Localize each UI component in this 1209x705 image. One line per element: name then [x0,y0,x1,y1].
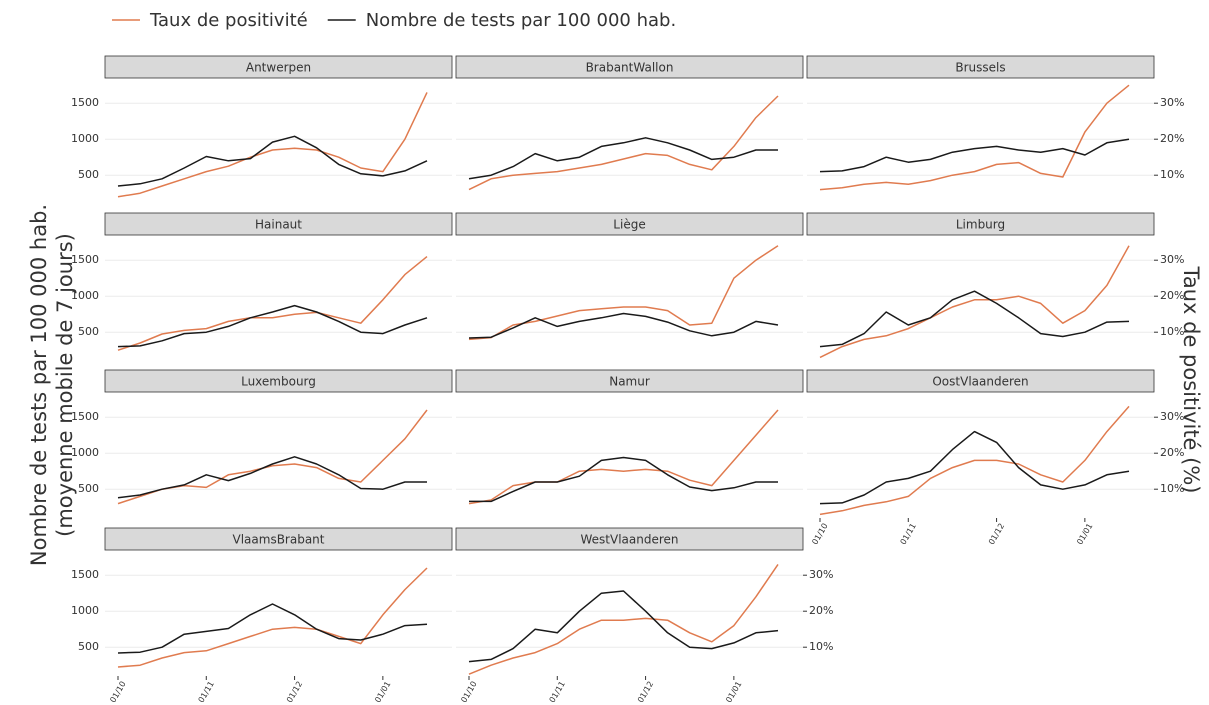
line-series [819,430,1130,505]
y-tick-label: 1500 [71,568,99,581]
x-tick-label: 01/12 [636,680,655,704]
y-axis-title: (moyenne mobile de 7 jours) [53,233,77,537]
line-series [117,456,427,499]
line-series [468,95,779,191]
strip [455,369,804,393]
strip-title: Liège [613,218,645,232]
y2-tick-label: 20% [1160,132,1184,145]
x-tick-label: 01/10 [108,680,127,704]
y2-tick-label: 20% [1160,289,1184,302]
y-tick-label: 1500 [71,410,99,423]
y-tick-label: 500 [78,168,99,181]
y-tick-label: 500 [78,482,99,495]
line-series [117,256,428,351]
y-axis-title: Nombre de tests par 100 000 hab. [27,204,51,566]
x-tick-label: 01/01 [724,680,743,704]
line-series [468,409,779,505]
strip [806,212,1155,236]
legend-label: Nombre de tests par 100 000 hab. [366,10,676,31]
line-series [117,603,428,654]
line-series [819,245,1130,359]
x-tick-label: 01/01 [1075,522,1094,546]
line-series [468,590,779,663]
strip [104,212,453,236]
strip-title: Hainaut [255,218,302,232]
strip [455,527,804,551]
y-tick-label: 1000 [71,446,99,459]
x-tick-label: 01/11 [197,680,216,704]
y2-tick-label: 30% [1160,96,1184,109]
line-series [117,135,428,187]
line-series [117,304,428,348]
strip [455,55,804,79]
y-tick-label: 1500 [71,96,99,109]
strip [104,55,453,79]
y2-tick-label: 10% [809,640,833,653]
x-tick-label: 01/11 [899,522,918,546]
x-tick-label: 01/01 [373,680,392,704]
y-tick-label: 500 [78,325,99,338]
y-tick-label: 500 [78,640,99,653]
y2-tick-label: 10% [1160,168,1184,181]
strip-title: BrabantWallon [586,61,674,75]
line-series [819,84,1130,191]
line-series [819,405,1130,516]
y2-axis-title: Taux de positivité (%) [1179,265,1203,493]
strip [104,527,453,551]
line-series [468,563,779,675]
y2-tick-label: 10% [1160,325,1184,338]
strip-title: WestVlaanderen [580,533,678,547]
strip-title: Limburg [956,218,1005,232]
x-tick-label: 01/12 [987,522,1006,546]
x-tick-label: 01/10 [810,522,829,546]
strip-title: VlaamsBrabant [233,533,325,547]
y-tick-label: 1500 [71,253,99,266]
x-tick-label: 01/12 [285,680,304,704]
y2-tick-label: 30% [1160,410,1184,423]
y2-tick-label: 10% [1160,482,1184,495]
y-tick-label: 1000 [71,604,99,617]
y2-tick-label: 20% [809,604,833,617]
y2-tick-label: 30% [1160,253,1184,266]
legend-label: Taux de positivité [149,10,308,31]
strip-title: Luxembourg [241,375,316,389]
strip-title: Namur [609,375,650,389]
strip [104,369,453,393]
line-series [117,567,428,668]
y2-tick-label: 20% [1160,446,1184,459]
line-series [469,456,778,503]
y2-tick-label: 30% [809,568,833,581]
x-tick-label: 01/11 [548,680,567,704]
y-tick-label: 1000 [71,132,99,145]
line-series [468,312,779,339]
strip [806,369,1155,393]
line-series [819,290,1130,348]
strip [806,55,1155,79]
y-tick-label: 1000 [71,289,99,302]
line-series [117,92,428,198]
x-tick-label: 01/10 [459,680,478,704]
line-series [468,137,778,180]
strip-title: OostVlaanderen [932,375,1028,389]
strip-title: Brussels [955,61,1005,75]
strip-title: Antwerpen [246,61,311,75]
strip [455,212,804,236]
line-series [819,138,1130,173]
